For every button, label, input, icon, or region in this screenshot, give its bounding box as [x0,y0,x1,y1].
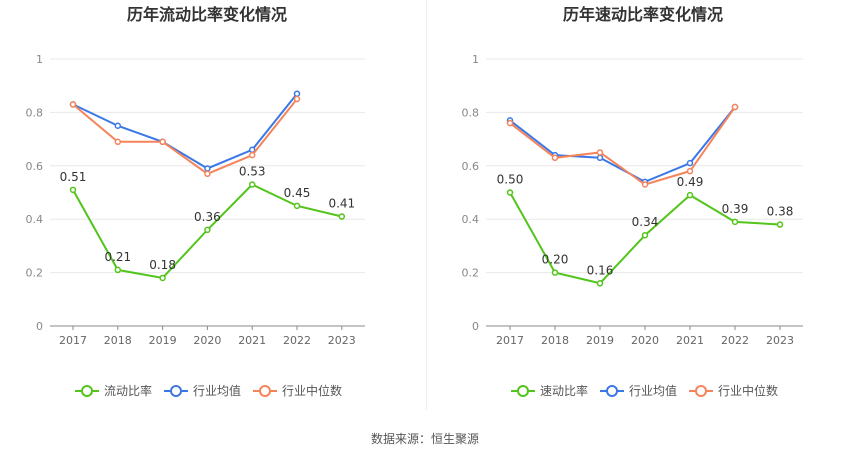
series-line-1 [72,93,298,170]
series-line-2 [72,98,298,175]
data-label: 0.16 [587,263,614,277]
x-tick-label: 2019 [586,334,614,347]
y-tick-label: 0 [36,320,43,333]
y-tick-label: 0.2 [462,267,480,280]
chart-title: 历年流动比率变化情况 [127,5,287,24]
x-tick-label: 2023 [766,334,794,347]
data-point [114,266,122,274]
x-tick-label: 2020 [193,334,221,347]
data-point [686,167,694,175]
data-label: 0.21 [104,250,131,264]
data-point [204,226,211,234]
x-tick-label: 2022 [283,334,311,347]
x-tick-label: 2021 [238,334,266,347]
y-tick-label: 0 [472,320,479,333]
data-point [686,159,694,167]
data-label: 0.45 [284,186,311,200]
x-tick-label: 2022 [721,334,749,347]
data-point [641,231,649,239]
series-line-2 [509,106,736,186]
data-point [551,269,559,276]
data-point [248,181,256,188]
data-point [731,103,739,111]
data-point [114,138,122,146]
chart-title: 历年速动比率变化情况 [563,5,723,24]
legend-marker [259,385,271,397]
data-point [69,186,77,194]
data-point [506,119,514,127]
data-point [686,191,694,199]
y-tick-label: 0.4 [26,213,44,226]
data-point [248,151,256,159]
data-label: 0.39 [722,202,749,216]
quick-ratio-chart: 历年速动比率变化情况 0 0.2 0.4 0.6 0.8 1 2017 2018 2019 2020… [462,5,803,398]
legend-marker [695,385,707,397]
x-tick-label: 2023 [328,334,356,347]
data-label: 0.49 [677,175,704,189]
y-tick-label: 1 [36,53,43,66]
data-label: 0.51 [60,170,87,184]
data-point [551,154,559,162]
x-tick-label: 2020 [631,334,659,347]
data-source-note: 数据来源：恒生聚源 [370,432,479,446]
y-tick-label: 0.8 [462,106,480,119]
x-tick-label: 2021 [676,334,704,347]
data-label: 0.41 [328,197,355,211]
y-tick-label: 0.8 [26,106,44,119]
data-label: 0.20 [542,253,569,267]
chart-divider [426,0,427,410]
legend-label: 行业中位数 [718,383,778,398]
legend-label: 行业中位数 [282,383,342,398]
legend-label: 速动比率 [540,383,588,398]
data-point [506,189,514,196]
data-label: 0.50 [497,173,524,187]
data-point [596,149,604,156]
data-point [293,95,301,103]
data-point [114,122,122,129]
data-point [596,154,604,162]
legend-label: 行业均值 [193,383,241,398]
legend-label: 行业均值 [629,383,677,398]
data-label: 0.53 [239,164,266,178]
data-label: 0.38 [767,205,794,219]
data-point [159,274,166,282]
x-tick-label: 2017 [496,334,524,347]
data-point [731,218,739,226]
legend-marker [170,385,182,397]
legend-marker [606,385,618,397]
y-tick-label: 1 [472,53,479,66]
x-tick-label: 2017 [59,334,87,347]
legend-marker [81,385,93,397]
data-point [159,138,166,146]
data-point [596,280,604,287]
x-tick-label: 2018 [104,334,132,347]
series-line-1 [509,106,736,183]
y-tick-label: 0.6 [462,160,480,173]
data-point [69,101,77,108]
data-point [776,221,784,228]
legend-label: 流动比率 [104,383,152,398]
legend-marker [517,385,529,397]
data-point [293,202,301,210]
data-label: 0.34 [632,215,659,229]
y-tick-label: 0.4 [462,213,480,226]
data-label: 0.18 [149,258,176,272]
x-tick-label: 2018 [541,334,569,347]
data-point [338,213,346,220]
y-tick-label: 0.6 [26,160,44,173]
data-point [293,90,301,97]
data-point [641,181,649,188]
x-tick-label: 2019 [149,334,177,347]
data-label: 0.36 [194,210,221,224]
data-point [204,170,211,178]
data-point [204,165,211,172]
y-tick-label: 0.2 [26,267,44,280]
current-ratio-chart: 历年流动比率变化情况 0 0.2 0.4 0.6 0.8 1 2017 2018 2019 2020… [26,5,365,398]
